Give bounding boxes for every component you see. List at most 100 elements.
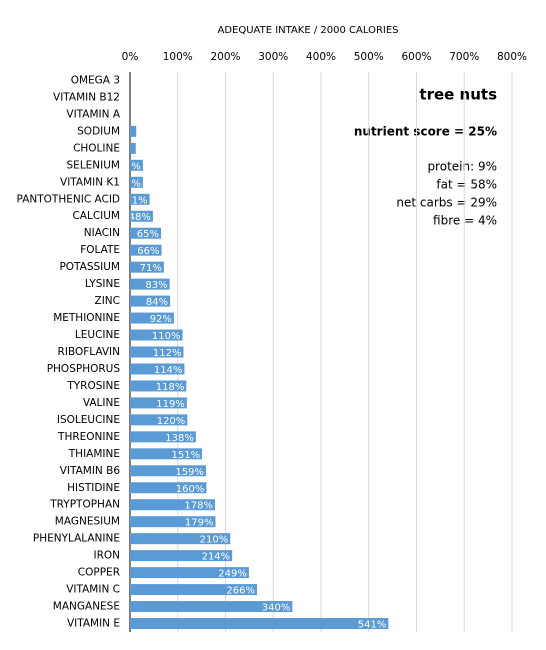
bar (130, 380, 187, 392)
data-label: 71% (140, 263, 162, 274)
y-tick-label: SELENIUM (67, 159, 120, 171)
bar (130, 414, 188, 426)
y-tick-label: VITAMIN C (66, 584, 120, 596)
y-tick-label: NIACIN (84, 227, 120, 239)
x-tick-label: 0% (122, 51, 139, 63)
y-tick-label: OMEGA 3 (71, 74, 120, 86)
annotation: fibre = 4% (433, 214, 497, 228)
y-tick-label: VITAMIN B6 (60, 465, 121, 477)
bar (130, 618, 389, 630)
bar (130, 499, 215, 511)
bar (130, 567, 249, 579)
y-tick-label: ISOLEUCINE (57, 414, 120, 426)
y-tick-label: HISTIDINE (67, 482, 120, 494)
bar (130, 295, 171, 307)
bar (130, 516, 216, 528)
y-tick-label: TYROSINE (66, 380, 120, 392)
bar (130, 346, 184, 358)
data-label: 118% (156, 382, 185, 393)
x-tick-label: 800% (497, 51, 527, 63)
bar (130, 448, 203, 460)
y-tick-label: VALINE (83, 397, 120, 409)
annotation: fat = 58% (436, 178, 497, 192)
bar (130, 482, 207, 494)
y-tick-label: LEUCINE (75, 329, 120, 341)
y-tick-label: PANTOTHENIC ACID (17, 193, 120, 205)
y-tick-label: POTASSIUM (59, 261, 120, 273)
x-tick-label: 100% (163, 51, 193, 63)
bar (130, 210, 153, 222)
data-label: 66% (137, 246, 159, 257)
bar (130, 176, 143, 188)
data-label: 179% (185, 518, 214, 529)
y-tick-label: IRON (93, 550, 120, 562)
y-tick-label: PHOSPHORUS (47, 363, 121, 375)
bar (130, 550, 233, 562)
data-label: 266% (226, 586, 255, 597)
data-label: 110% (152, 331, 181, 342)
y-tick-label: THIAMINE (68, 448, 120, 460)
bar (130, 584, 258, 596)
data-label: 151% (172, 450, 201, 461)
data-label: 160% (176, 484, 205, 495)
bar (130, 465, 206, 477)
data-label: 119% (156, 399, 185, 410)
bar (130, 125, 137, 137)
x-tick-label: 200% (210, 51, 240, 63)
bar (130, 244, 162, 256)
bar (130, 278, 170, 290)
y-tick-label: VITAMIN B12 (53, 91, 120, 103)
y-tick-label: MANGANESE (53, 601, 120, 613)
bar (130, 533, 231, 545)
data-label: 41% (125, 195, 147, 206)
x-tick-label: 400% (306, 51, 336, 63)
bar (130, 312, 174, 324)
annotation: net carbs = 29% (396, 196, 497, 210)
data-label: 27% (119, 161, 141, 172)
data-label: 340% (262, 603, 291, 614)
annotation: nutrient score = 25% (354, 125, 497, 139)
bar (130, 159, 143, 171)
y-tick-label: RIBOFLAVIN (58, 346, 120, 358)
y-tick-label: ZINC (95, 295, 120, 307)
data-label: 48% (129, 212, 151, 223)
bar (130, 431, 196, 443)
bar (130, 329, 183, 341)
data-label: 120% (157, 416, 186, 427)
y-tick-label: TRYPTOPHAN (49, 499, 120, 511)
data-label: 249% (218, 569, 247, 580)
annotation: tree nuts (419, 86, 497, 104)
data-label: 214% (202, 552, 231, 563)
x-tick-label: 700% (449, 51, 479, 63)
bar (130, 397, 187, 409)
bar (130, 142, 136, 154)
data-label: 159% (175, 467, 204, 478)
data-label: 112% (153, 348, 182, 359)
bar (130, 363, 185, 375)
data-label: 83% (145, 280, 167, 291)
data-label: 138% (165, 433, 194, 444)
y-tick-label: MAGNESIUM (55, 516, 120, 528)
data-label: 65% (137, 229, 159, 240)
data-label: 84% (146, 297, 168, 308)
bar (130, 601, 293, 613)
data-label: 114% (154, 365, 183, 376)
bar (130, 261, 164, 273)
data-label: 210% (200, 535, 229, 546)
y-tick-label: THREONINE (57, 431, 120, 443)
y-tick-label: LYSINE (85, 278, 120, 290)
bar (130, 227, 162, 239)
chart-title: ADEQUATE INTAKE / 2000 CALORIES (217, 25, 398, 36)
bar (130, 193, 150, 205)
data-label: 178% (184, 501, 213, 512)
y-tick-label: METHIONINE (53, 312, 120, 324)
annotation: protein: 9% (427, 160, 497, 174)
data-label: 541% (358, 620, 387, 631)
y-tick-label: VITAMIN A (66, 108, 120, 120)
x-tick-label: 300% (258, 51, 288, 63)
x-tick-label: 600% (401, 51, 431, 63)
x-tick-label: 500% (354, 51, 384, 63)
y-tick-label: SODIUM (77, 125, 120, 137)
data-label: 27% (119, 178, 141, 189)
